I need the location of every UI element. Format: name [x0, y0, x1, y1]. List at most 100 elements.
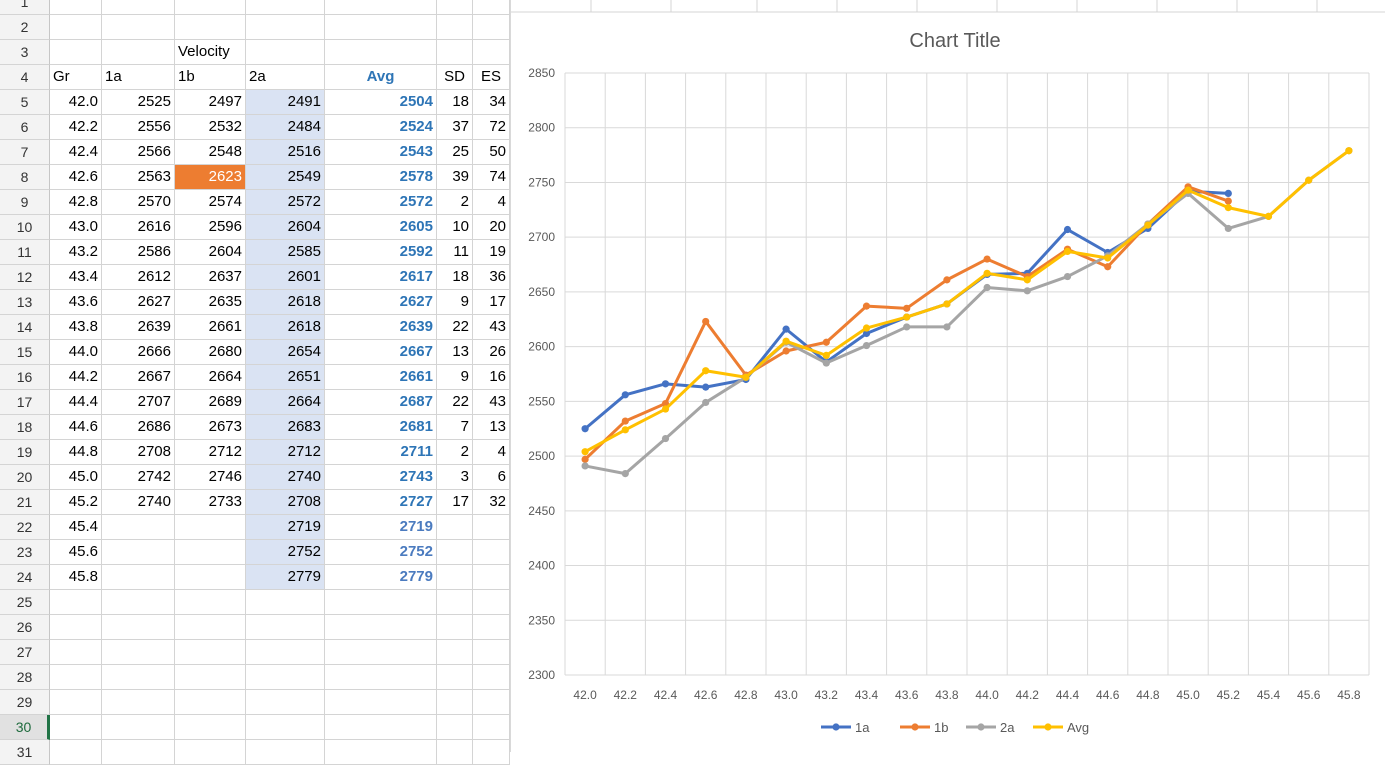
cell-gr[interactable]: 43.6 [50, 290, 102, 315]
cell-a1[interactable]: 2708 [102, 440, 175, 465]
row-header[interactable]: 3 [0, 40, 50, 65]
cell-es[interactable]: 6 [473, 465, 510, 490]
cell-sd[interactable]: 2 [437, 440, 473, 465]
cell-es[interactable] [473, 640, 510, 665]
cell-a2[interactable]: 2585 [246, 240, 325, 265]
cell-a2[interactable] [246, 15, 325, 40]
cell-avg[interactable]: 2687 [325, 390, 437, 415]
cell-es[interactable]: 74 [473, 165, 510, 190]
cell-es[interactable] [473, 515, 510, 540]
cell-es[interactable]: 36 [473, 265, 510, 290]
cell-a2[interactable]: 2618 [246, 315, 325, 340]
row-header[interactable]: 30 [0, 715, 50, 740]
cell-es[interactable] [473, 40, 510, 65]
cell-sd[interactable] [437, 665, 473, 690]
cell-sd[interactable]: 11 [437, 240, 473, 265]
cell-a2[interactable]: 2484 [246, 115, 325, 140]
cell-es[interactable]: 16 [473, 365, 510, 390]
cell-sd[interactable]: 3 [437, 465, 473, 490]
cell-b1[interactable]: 2680 [175, 340, 246, 365]
row-header[interactable]: 26 [0, 615, 50, 640]
cell-avg[interactable]: 2681 [325, 415, 437, 440]
row-header[interactable]: 9 [0, 190, 50, 215]
cell-gr[interactable] [50, 615, 102, 640]
row-header[interactable]: 24 [0, 565, 50, 590]
cell-a2[interactable] [246, 640, 325, 665]
cell-a2[interactable]: 2516 [246, 140, 325, 165]
cell-a2[interactable] [246, 715, 325, 740]
cell-a2[interactable]: 2601 [246, 265, 325, 290]
cell-es[interactable] [473, 540, 510, 565]
cell-b1[interactable] [175, 540, 246, 565]
row-header[interactable]: 16 [0, 365, 50, 390]
cell-sd[interactable]: 9 [437, 290, 473, 315]
cell-avg[interactable] [325, 640, 437, 665]
cell-avg[interactable] [325, 0, 437, 15]
cell-b1[interactable]: 2689 [175, 390, 246, 415]
cell-a1[interactable]: 2686 [102, 415, 175, 440]
cell-gr[interactable] [50, 690, 102, 715]
cell-a2[interactable]: 2664 [246, 390, 325, 415]
cell-a1[interactable]: 2639 [102, 315, 175, 340]
cell-sd[interactable]: 2 [437, 190, 473, 215]
cell-es[interactable] [473, 590, 510, 615]
cell-sd[interactable] [437, 15, 473, 40]
cell-a1[interactable]: 2740 [102, 490, 175, 515]
cell-sd[interactable]: 39 [437, 165, 473, 190]
cell-gr[interactable]: 45.2 [50, 490, 102, 515]
cell-a2[interactable] [246, 665, 325, 690]
cell-avg[interactable]: 2779 [325, 565, 437, 590]
cell-gr[interactable]: 45.4 [50, 515, 102, 540]
cell-sd[interactable]: 22 [437, 315, 473, 340]
cell-gr[interactable]: 42.4 [50, 140, 102, 165]
cell-gr[interactable]: 42.8 [50, 190, 102, 215]
cell-b1[interactable] [175, 565, 246, 590]
cell-avg[interactable]: 2711 [325, 440, 437, 465]
cell-avg[interactable] [325, 40, 437, 65]
cell-es[interactable] [473, 740, 510, 765]
cell-gr[interactable]: 45.8 [50, 565, 102, 590]
cell-a1[interactable]: 2525 [102, 90, 175, 115]
row-header[interactable]: 28 [0, 665, 50, 690]
cell-a2[interactable]: 2572 [246, 190, 325, 215]
cell-a2[interactable]: 2618 [246, 290, 325, 315]
cell-es[interactable]: 34 [473, 90, 510, 115]
line-chart[interactable]: Chart Title 2300 2350 2400 2450 2500 2550 2600 2… [510, 0, 1385, 752]
cell-a1[interactable]: 2566 [102, 140, 175, 165]
cell-b1[interactable]: 2733 [175, 490, 246, 515]
cell-a1[interactable]: 2612 [102, 265, 175, 290]
row-header[interactable]: 18 [0, 415, 50, 440]
cell-gr[interactable] [50, 665, 102, 690]
cell-a2[interactable]: 2712 [246, 440, 325, 465]
cell-avg[interactable]: 2543 [325, 140, 437, 165]
cell-a1[interactable] [102, 690, 175, 715]
row-header[interactable]: 11 [0, 240, 50, 265]
cell-gr[interactable] [50, 40, 102, 65]
row-header[interactable]: 10 [0, 215, 50, 240]
cell-es[interactable]: 19 [473, 240, 510, 265]
cell-sd[interactable] [437, 615, 473, 640]
cell-a2[interactable] [246, 690, 325, 715]
cell-b1[interactable]: 2635 [175, 290, 246, 315]
cell-b1[interactable]: 1b [175, 65, 246, 90]
cell-a1[interactable]: 1a [102, 65, 175, 90]
row-header[interactable]: 17 [0, 390, 50, 415]
cell-gr[interactable] [50, 15, 102, 40]
cell-a1[interactable]: 2707 [102, 390, 175, 415]
cell-gr[interactable]: 43.0 [50, 215, 102, 240]
row-header[interactable]: 21 [0, 490, 50, 515]
cell-b1[interactable]: 2596 [175, 215, 246, 240]
cell-sd[interactable] [437, 540, 473, 565]
cell-a2[interactable] [246, 615, 325, 640]
cell-gr[interactable]: 43.2 [50, 240, 102, 265]
cell-sd[interactable] [437, 0, 473, 15]
cell-avg[interactable]: 2727 [325, 490, 437, 515]
cell-avg[interactable] [325, 615, 437, 640]
cell-b1[interactable]: 2548 [175, 140, 246, 165]
row-header[interactable]: 22 [0, 515, 50, 540]
cell-b1[interactable]: Velocity [175, 40, 246, 65]
cell-avg[interactable]: 2617 [325, 265, 437, 290]
cell-a1[interactable]: 2570 [102, 190, 175, 215]
cell-b1[interactable] [175, 690, 246, 715]
cell-avg[interactable]: 2504 [325, 90, 437, 115]
